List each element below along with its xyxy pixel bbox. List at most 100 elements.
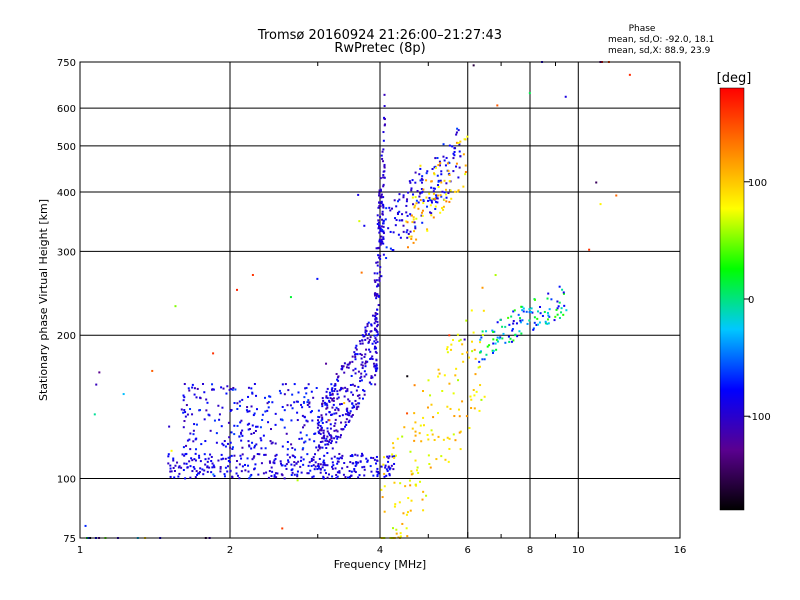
data-point xyxy=(377,219,380,222)
data-point xyxy=(426,433,429,436)
data-point xyxy=(335,477,338,480)
data-point xyxy=(353,351,356,354)
data-point xyxy=(388,474,391,477)
data-point xyxy=(388,468,391,471)
data-point xyxy=(408,235,411,238)
data-point xyxy=(348,419,351,422)
data-point xyxy=(197,472,200,475)
data-point xyxy=(203,453,206,456)
data-point xyxy=(339,403,342,406)
data-point xyxy=(181,453,184,456)
data-point xyxy=(307,399,310,402)
data-point xyxy=(210,455,213,458)
data-point xyxy=(256,453,259,456)
data-point xyxy=(359,380,362,383)
data-point xyxy=(547,314,550,317)
data-point xyxy=(167,455,170,458)
data-point xyxy=(558,301,561,304)
data-point xyxy=(429,394,432,397)
data-point xyxy=(266,409,269,412)
data-point xyxy=(296,479,299,482)
data-point xyxy=(330,457,333,460)
data-point xyxy=(374,294,377,297)
stats-heading: Phase xyxy=(629,24,656,34)
data-point xyxy=(209,429,212,432)
data-point xyxy=(399,535,402,538)
data-point xyxy=(414,171,417,174)
data-point xyxy=(343,462,346,465)
data-point xyxy=(436,197,439,200)
data-point xyxy=(553,319,556,322)
data-point xyxy=(318,457,321,460)
data-point xyxy=(259,426,262,429)
data-point xyxy=(250,473,253,476)
data-point xyxy=(402,196,405,199)
data-point xyxy=(296,473,299,476)
data-point xyxy=(375,470,378,473)
data-point xyxy=(419,167,422,170)
data-point xyxy=(378,246,381,249)
data-point xyxy=(273,475,276,478)
data-point xyxy=(240,457,243,460)
data-point xyxy=(393,505,396,508)
data-point xyxy=(422,416,425,419)
data-point xyxy=(330,388,333,391)
data-point xyxy=(382,139,385,142)
data-point xyxy=(375,347,378,350)
data-point xyxy=(303,396,306,399)
data-point xyxy=(221,442,224,445)
data-point xyxy=(365,333,368,336)
data-point xyxy=(478,360,481,363)
data-point xyxy=(455,367,458,370)
data-point xyxy=(310,459,313,462)
data-point xyxy=(363,370,366,373)
data-point xyxy=(348,470,351,473)
data-point xyxy=(383,118,386,121)
data-point xyxy=(249,475,252,478)
data-point xyxy=(372,362,375,365)
data-point xyxy=(373,292,376,295)
data-point xyxy=(290,474,293,477)
data-point xyxy=(436,412,439,415)
data-point xyxy=(375,455,378,458)
data-point xyxy=(323,401,326,404)
data-point xyxy=(228,436,231,439)
data-point xyxy=(560,307,563,310)
data-point xyxy=(465,415,468,418)
data-point xyxy=(375,295,378,298)
data-point xyxy=(326,406,329,409)
data-point xyxy=(287,389,290,392)
data-point xyxy=(259,437,262,440)
data-point xyxy=(203,418,206,421)
data-point xyxy=(231,476,234,479)
data-point xyxy=(433,438,436,441)
data-point xyxy=(177,475,180,478)
data-point xyxy=(375,285,378,288)
data-point xyxy=(430,212,433,215)
data-point xyxy=(390,464,393,467)
data-point xyxy=(209,453,212,456)
data-point xyxy=(447,169,450,172)
data-point xyxy=(374,318,377,321)
data-point xyxy=(300,456,303,459)
data-point xyxy=(462,185,465,188)
data-point xyxy=(473,407,476,410)
data-point xyxy=(244,463,247,466)
data-point xyxy=(322,429,325,432)
data-point xyxy=(420,214,423,217)
x-axis-label: Frequency [MHz] xyxy=(334,558,426,571)
data-point xyxy=(363,355,366,358)
data-point xyxy=(319,468,322,471)
data-point xyxy=(357,193,360,196)
data-point xyxy=(382,219,385,222)
data-point xyxy=(378,276,381,279)
data-point xyxy=(275,453,278,456)
stats-o-line: mean, sd,O: -92.0, 18.1 xyxy=(608,35,714,45)
data-point xyxy=(335,429,338,432)
data-point xyxy=(240,431,243,434)
data-point xyxy=(182,469,185,472)
data-point xyxy=(358,340,361,343)
data-point xyxy=(244,469,247,472)
data-point xyxy=(296,470,299,473)
data-point xyxy=(304,440,307,443)
